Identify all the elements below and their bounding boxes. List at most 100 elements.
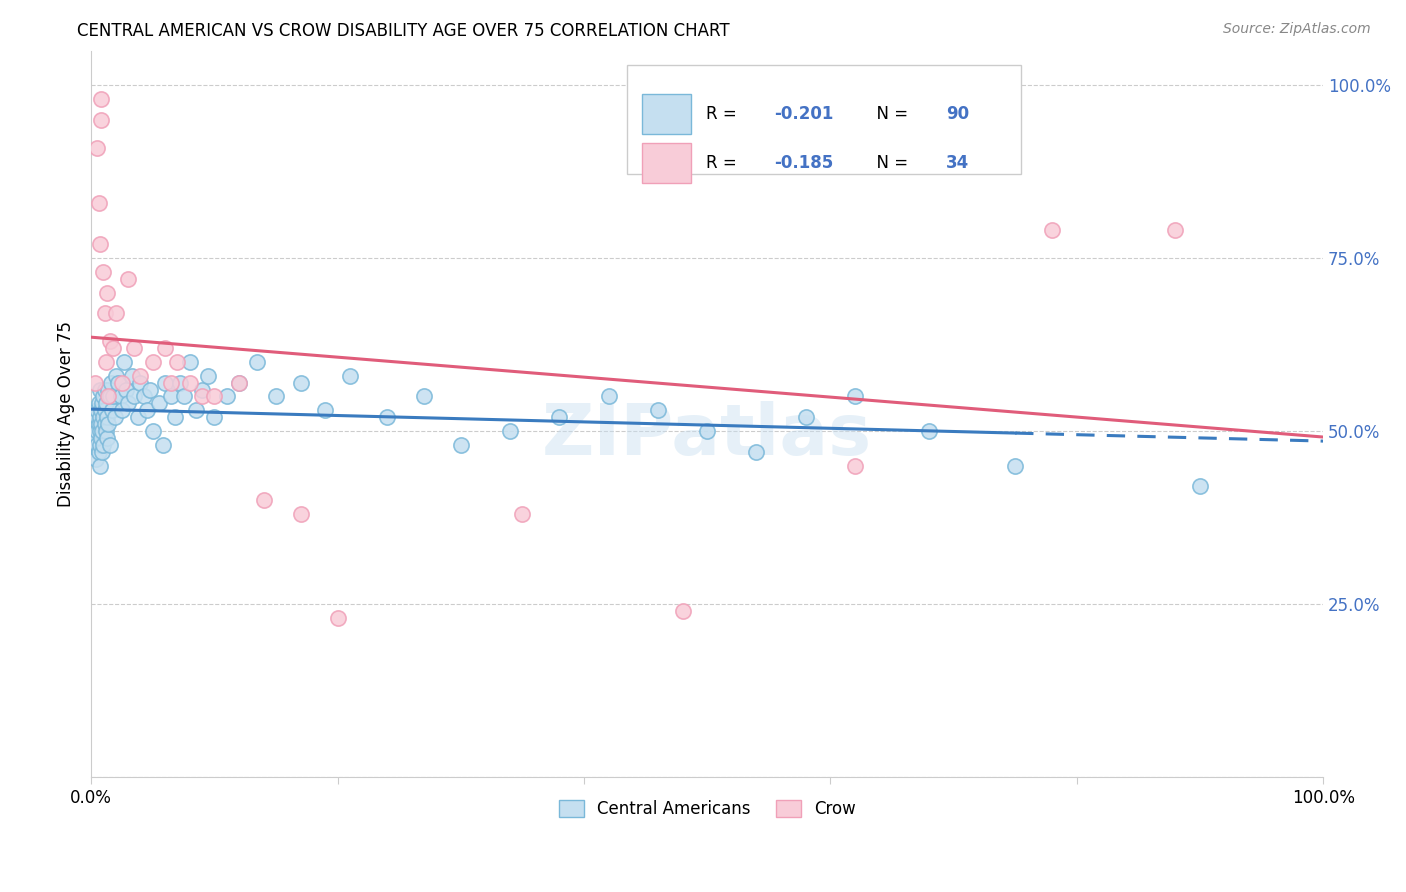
Point (89, 438, 111, 452)
Point (90, 431, 112, 445)
Point (97, 417, 120, 432)
Text: -0.201: -0.201 (773, 105, 832, 123)
Point (326, 611, 349, 625)
Point (83, 438, 105, 452)
Point (97, 389, 120, 403)
Point (101, 403, 124, 417)
Point (97, 383, 120, 397)
Y-axis label: Disability Age Over 75: Disability Age Over 75 (58, 321, 75, 507)
Point (148, 396, 170, 410)
Point (104, 306, 127, 320)
Point (103, 341, 125, 355)
Point (202, 410, 225, 425)
Point (844, 458, 866, 473)
Text: 90: 90 (946, 105, 969, 123)
Point (87, 195, 110, 210)
Point (86, 140, 108, 154)
Point (290, 507, 312, 521)
Point (111, 376, 134, 390)
Point (129, 368, 152, 383)
Point (91, 445, 114, 459)
Point (339, 368, 361, 383)
Point (93, 410, 115, 425)
Text: N =: N = (866, 154, 914, 172)
Point (179, 376, 201, 390)
Point (90, 403, 112, 417)
Point (163, 410, 186, 425)
Point (647, 403, 669, 417)
Point (184, 403, 207, 417)
Point (314, 403, 336, 417)
Point (86, 403, 108, 417)
Point (96, 285, 118, 300)
Point (173, 389, 195, 403)
Point (191, 389, 214, 403)
Point (114, 383, 136, 397)
Point (111, 403, 134, 417)
Point (499, 424, 522, 438)
Point (375, 410, 398, 425)
Point (264, 389, 287, 403)
Point (122, 341, 145, 355)
Point (91, 396, 114, 410)
Text: -0.185: -0.185 (773, 154, 832, 172)
Point (84, 431, 107, 445)
Point (671, 604, 693, 618)
Point (127, 410, 149, 425)
Point (696, 424, 718, 438)
Point (87, 396, 110, 410)
Point (86, 438, 108, 452)
Point (598, 389, 620, 403)
Point (96, 431, 118, 445)
Point (197, 368, 219, 383)
FancyBboxPatch shape (627, 65, 1021, 174)
Point (83, 410, 105, 425)
Point (93, 265, 115, 279)
Point (117, 396, 139, 410)
Point (202, 389, 225, 403)
Point (93, 383, 115, 397)
Point (134, 389, 156, 403)
Point (83, 424, 105, 438)
Point (110, 389, 132, 403)
Point (153, 341, 176, 355)
Point (96, 410, 118, 425)
Point (160, 376, 183, 390)
Text: N =: N = (866, 105, 914, 123)
Point (228, 376, 250, 390)
Point (89, 424, 111, 438)
Point (94, 355, 117, 369)
Point (86, 424, 108, 438)
Legend: Central Americans, Crow: Central Americans, Crow (550, 792, 863, 827)
Point (169, 376, 191, 390)
Point (93, 417, 115, 432)
Point (90, 417, 112, 432)
Point (844, 389, 866, 403)
Point (86, 410, 108, 425)
Point (84, 451, 107, 466)
Point (1004, 458, 1026, 473)
Point (152, 438, 174, 452)
Point (228, 376, 250, 390)
Point (122, 389, 145, 403)
Point (412, 389, 434, 403)
Point (100, 376, 122, 390)
Point (166, 355, 188, 369)
Point (87, 445, 110, 459)
Text: Source: ZipAtlas.com: Source: ZipAtlas.com (1223, 22, 1371, 37)
Point (215, 389, 238, 403)
Point (745, 445, 768, 459)
Point (142, 424, 165, 438)
Point (83, 376, 105, 390)
Point (253, 493, 276, 508)
Point (93, 438, 115, 452)
Point (89, 458, 111, 473)
Point (1188, 479, 1211, 493)
Point (98, 389, 121, 403)
Point (129, 376, 152, 390)
Point (89, 383, 111, 397)
Point (153, 376, 176, 390)
Point (107, 376, 129, 390)
Point (89, 410, 111, 425)
Point (290, 376, 312, 390)
